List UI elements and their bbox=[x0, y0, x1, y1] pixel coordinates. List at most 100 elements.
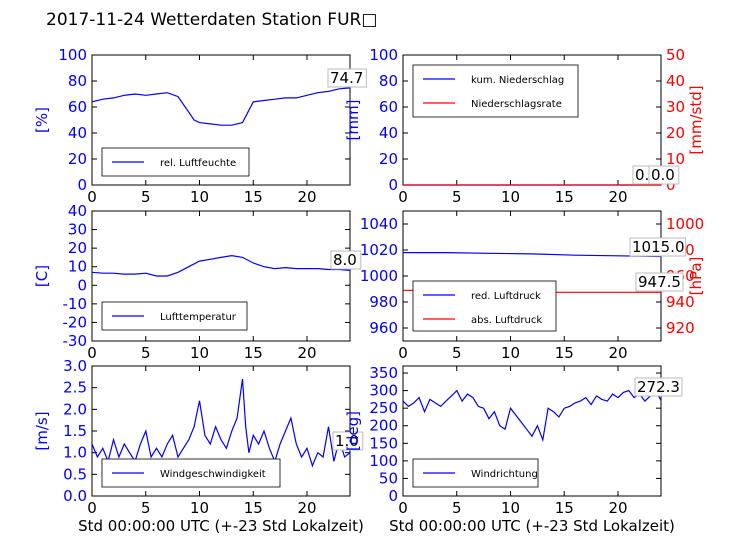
panel-temperature-ytick-label: -20 bbox=[63, 313, 88, 331]
panel-precipitation-legend-box bbox=[412, 64, 579, 118]
panel-pressure-ytick-label: 960 bbox=[369, 319, 398, 337]
panel-pressure-xtick-label: 10 bbox=[501, 344, 520, 362]
panel-precipitation-ylabel: [mm] bbox=[344, 100, 362, 141]
panel-precipitation-ytick-right-label: 30 bbox=[666, 98, 685, 116]
panel-wind-direction-xtick-label: 0 bbox=[398, 499, 408, 517]
panel-temperature-ytick-label: -30 bbox=[63, 332, 88, 350]
panel-temperature-ytick-label: 10 bbox=[68, 258, 87, 276]
panel-wind-direction-annotation-box bbox=[634, 377, 683, 397]
panel-temperature-xtick-label: 10 bbox=[190, 344, 209, 362]
panel-humidity-xtick-label: 20 bbox=[297, 188, 316, 206]
panel-humidity-annotation-box bbox=[327, 68, 367, 88]
panel-temperature-ytick-label: 30 bbox=[68, 221, 87, 239]
panel-wind-speed-xtick-label: 5 bbox=[141, 499, 151, 517]
panel-pressure-xtick-label: 20 bbox=[608, 344, 627, 362]
panel-pressure-legend-label: abs. Luftdruck bbox=[471, 315, 542, 326]
panel-humidity-annotation: 74.7 bbox=[330, 69, 363, 87]
panel-wind-speed-ytick-label: 2.0 bbox=[63, 400, 87, 418]
panel-temperature-ytick-label: -10 bbox=[63, 295, 88, 313]
panel-pressure-xtick-label: 5 bbox=[452, 344, 462, 362]
panel-wind-direction-xtick-label: 20 bbox=[608, 499, 627, 517]
panel-pressure-ytick-label: 1040 bbox=[360, 215, 398, 233]
panel-wind-speed-xtick-label: 10 bbox=[190, 499, 209, 517]
panel-precipitation-ytick-right-label: 50 bbox=[666, 46, 685, 64]
panel-pressure-ytick-label: 980 bbox=[369, 293, 398, 311]
panel-pressure-ytick-label: 1000 bbox=[360, 267, 398, 285]
panel-pressure-xtick-label: 0 bbox=[398, 344, 408, 362]
panel-wind-direction-xtick-label: 15 bbox=[555, 499, 574, 517]
panel-wind-speed-series-line-0 bbox=[91, 378, 351, 468]
panel-temperature-xtick-label: 5 bbox=[141, 344, 151, 362]
panel-humidity-legend-label: rel. Luftfeuchte bbox=[160, 158, 236, 169]
panel-temperature-frame bbox=[91, 210, 351, 342]
panel-pressure-ytick-label: 1020 bbox=[360, 241, 398, 259]
panel-precipitation-ytick-label: 40 bbox=[379, 124, 398, 142]
panel-temperature-xtick-label: 20 bbox=[297, 344, 316, 362]
panel-temperature-ytick-label: 0 bbox=[77, 276, 87, 294]
panel-precipitation-xtick-label: 5 bbox=[452, 188, 462, 206]
panel-precipitation-ytick-right-label: 20 bbox=[666, 124, 685, 142]
panel-pressure-legend-box bbox=[412, 280, 557, 332]
panel-precipitation-legend-label: Niederschlagsrate bbox=[471, 99, 562, 110]
panel-humidity-xtick-label: 15 bbox=[244, 188, 263, 206]
panel-pressure-annotation-box bbox=[635, 272, 684, 292]
panel-humidity-series-line-0 bbox=[91, 87, 351, 126]
panel-wind-speed-annotation: 1.0 bbox=[335, 432, 359, 450]
panel-precipitation-ytick-label: 20 bbox=[379, 150, 398, 168]
panel-wind-speed-ytick-label: 1.0 bbox=[63, 444, 87, 462]
panel-humidity-ytick-label: 0 bbox=[77, 176, 87, 194]
panel-humidity-ytick-label: 40 bbox=[68, 124, 87, 142]
panel-pressure-xtick-label: 15 bbox=[555, 344, 574, 362]
panel-temperature-xtick-label: 0 bbox=[87, 344, 97, 362]
panel-wind-speed-xtick-label: 0 bbox=[87, 499, 97, 517]
panel-humidity-ytick-label: 20 bbox=[68, 150, 87, 168]
panel-wind-speed-xlabel: Std 00:00:00 UTC (+-23 Std Lokalzeit) bbox=[78, 517, 364, 535]
panel-humidity-ytick-label: 60 bbox=[68, 98, 87, 116]
panel-wind-direction-series-line-0 bbox=[402, 389, 662, 443]
panel-wind-speed-xtick-label: 20 bbox=[297, 499, 316, 517]
panel-wind-direction-ylabel: [deg] bbox=[344, 411, 362, 451]
panel-humidity-frame bbox=[91, 54, 351, 186]
panel-precipitation-annotation-box bbox=[648, 165, 680, 185]
panel-pressure-annotation: 947.5 bbox=[638, 273, 681, 291]
panel-temperature-ytick-label: 20 bbox=[68, 239, 87, 257]
panel-pressure-series-line-0 bbox=[403, 252, 662, 258]
panel-precipitation-xtick-label: 15 bbox=[555, 188, 574, 206]
panel-wind-direction-frame bbox=[402, 365, 662, 497]
panel-temperature-legend-label: Lufttemperatur bbox=[160, 312, 237, 323]
panel-wind-direction-legend-label: Windrichtung bbox=[471, 469, 538, 480]
panel-precipitation-xtick-label: 20 bbox=[608, 188, 627, 206]
panel-humidity-ytick-label: 100 bbox=[58, 46, 87, 64]
panel-precipitation-ytick-label: 100 bbox=[369, 46, 398, 64]
panel-precipitation-ytick-right-label: 0 bbox=[666, 176, 676, 194]
panel-wind-speed-ytick-label: 0.0 bbox=[63, 487, 87, 505]
panel-temperature-annotation-box bbox=[330, 250, 362, 270]
panel-precipitation-ytick-right-label: 40 bbox=[666, 72, 685, 90]
panel-humidity-ytick-label: 80 bbox=[68, 72, 87, 90]
panel-wind-speed-xtick-label: 15 bbox=[244, 499, 263, 517]
panel-wind-direction-ytick-label: 200 bbox=[369, 417, 398, 435]
panel-wind-speed-annotation-box bbox=[332, 431, 364, 451]
panel-temperature-annotation: 8.0 bbox=[333, 251, 357, 269]
panel-wind-direction-ytick-label: 250 bbox=[369, 399, 398, 417]
panel-wind-direction-xtick-label: 10 bbox=[501, 499, 520, 517]
panel-temperature-ytick-label: 40 bbox=[68, 202, 87, 220]
panel-precipitation-ytick-right-label: 10 bbox=[666, 150, 685, 168]
panel-pressure-ytick-right-label: 920 bbox=[666, 319, 695, 337]
panel-temperature-series-line-0 bbox=[91, 254, 351, 277]
panel-pressure-annotation-box bbox=[629, 237, 687, 257]
panel-wind-direction-annotation: 272.3 bbox=[637, 378, 680, 396]
panel-wind-speed-ylabel: [m/s] bbox=[33, 411, 51, 450]
panel-wind-direction-ytick-label: 100 bbox=[369, 452, 398, 470]
panel-wind-direction-ytick-label: 150 bbox=[369, 434, 398, 452]
panel-wind-speed-ytick-label: 1.5 bbox=[63, 422, 87, 440]
panel-humidity-xtick-label: 10 bbox=[190, 188, 209, 206]
panel-wind-direction-ytick-label: 300 bbox=[369, 382, 398, 400]
figure-title: 2017-11-24 Wetterdaten Station FUR□ bbox=[46, 10, 378, 30]
panel-wind-speed-ytick-label: 2.5 bbox=[63, 379, 87, 397]
panel-pressure-annotation: 1015.0 bbox=[632, 238, 685, 256]
panel-humidity-xtick-label: 5 bbox=[141, 188, 151, 206]
panel-humidity-ylabel: [%] bbox=[33, 107, 51, 133]
panel-temperature-xtick-label: 15 bbox=[244, 344, 263, 362]
